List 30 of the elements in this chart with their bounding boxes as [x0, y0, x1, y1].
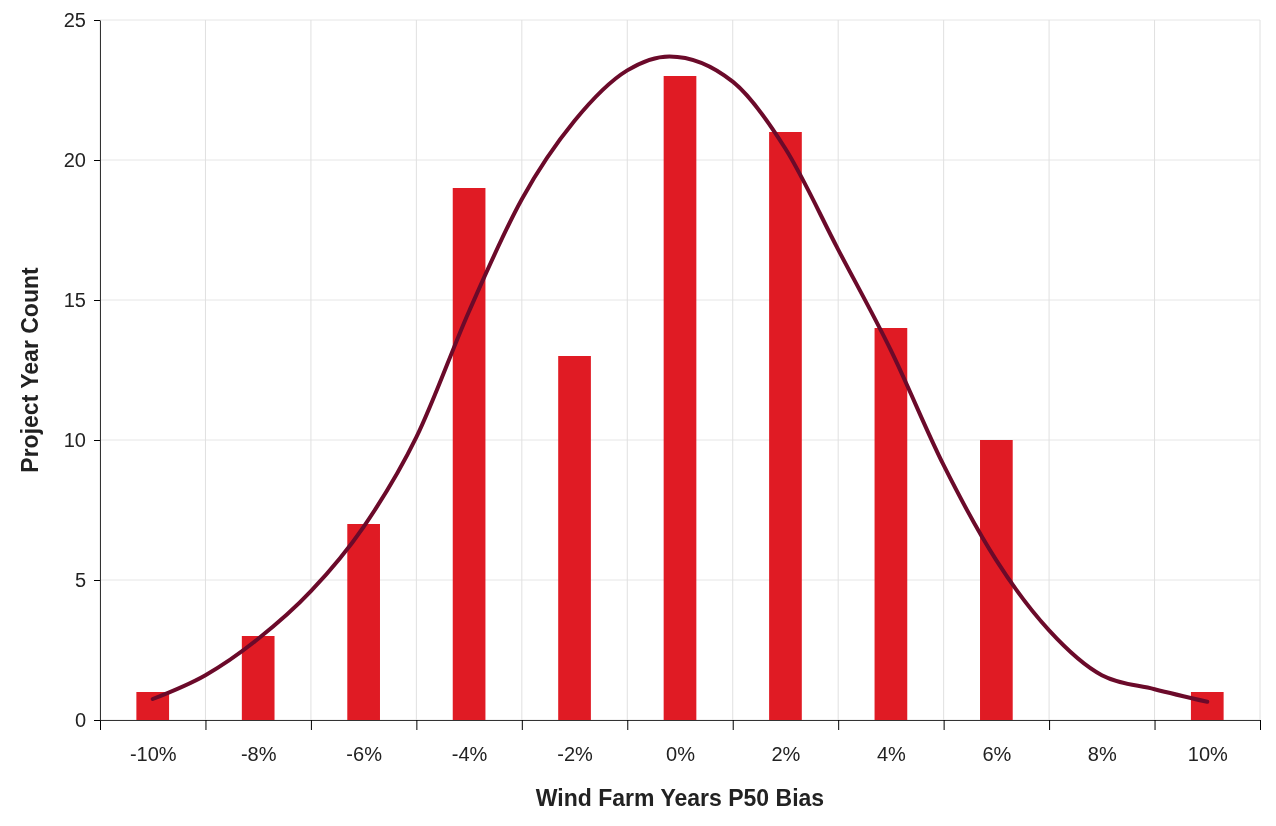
bar: [136, 692, 170, 720]
bar: [241, 636, 275, 720]
y-tick-label: 0: [74, 708, 86, 731]
y-tick-label: 10: [63, 428, 86, 451]
bar: [347, 524, 380, 720]
bar: [663, 76, 697, 720]
bar: [980, 440, 1013, 720]
bar: [1190, 692, 1224, 720]
x-tick-label: -6%: [346, 743, 383, 765]
line-series: [150, 54, 1210, 704]
y-tick-label: 15: [63, 288, 86, 311]
x-tick-label: -4%: [451, 743, 488, 765]
y-axis-title: Project Year Count: [17, 266, 43, 473]
x-tick-label: -8%: [240, 743, 277, 765]
x-tick-label: 2%: [771, 743, 801, 765]
x-tick-label: 0%: [666, 743, 696, 765]
x-tick-label: -10%: [129, 743, 177, 765]
y-tick-label: 25: [63, 8, 86, 31]
bar: [769, 132, 802, 720]
bar: [558, 356, 591, 720]
x-tick-label: -2%: [557, 743, 594, 765]
x-axis-title: Wind Farm Years P50 Bias: [535, 785, 825, 811]
x-tick-label: 4%: [876, 743, 907, 765]
y-tick-label: 5: [74, 568, 86, 591]
bar: [874, 328, 908, 720]
x-tick-label: 8%: [1087, 743, 1117, 765]
x-tick-label: 6%: [982, 743, 1012, 765]
y-tick-label: 20: [63, 148, 86, 171]
bar: [452, 188, 486, 720]
x-tick-label: 10%: [1187, 743, 1228, 765]
